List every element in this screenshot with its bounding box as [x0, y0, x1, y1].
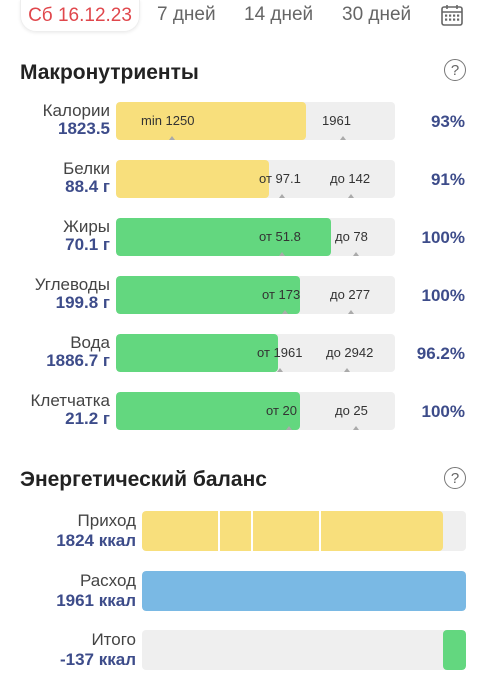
macro-min-tick — [279, 194, 285, 198]
energy-value: 1961 ккал — [56, 591, 136, 610]
calendar-icon[interactable] — [440, 3, 464, 27]
segment-divider — [251, 511, 253, 551]
macro-row: Белки 88.4 г от 97.1 до 142 91% — [0, 158, 481, 198]
macro-row: Жиры 70.1 г от 51.8 до 78 100% — [0, 216, 481, 256]
tab-30-days[interactable]: 30 дней — [342, 4, 412, 25]
energy-label: Расход — [79, 571, 136, 590]
energy-row: Расход 1961 ккал — [0, 569, 481, 613]
macro-max-tick — [353, 426, 359, 430]
macro-row: Калории 1823.5 min 1250 1961 93% — [0, 100, 481, 140]
macro-bar: от 173 до 277 — [116, 276, 395, 314]
macro-max-label: до 277 — [330, 287, 371, 302]
macro-row: Вода 1886.7 г от 1961 до 2942 96.2% — [0, 332, 481, 372]
energy-bar — [142, 630, 466, 670]
energy-bar — [142, 571, 466, 611]
macro-bar: от 51.8 до 78 — [116, 218, 395, 256]
macro-min-tick — [279, 252, 285, 256]
macro-bar-fill — [116, 276, 301, 314]
macro-min-tick — [282, 310, 288, 314]
macro-percent: 100% — [421, 402, 465, 421]
macro-bar: от 97.1 до 142 — [116, 160, 395, 198]
tab-date[interactable]: Сб 16.12.23 — [20, 0, 140, 32]
macro-max-tick — [348, 310, 354, 314]
macro-value: 1886.7 г — [46, 351, 110, 370]
energy-row: Итого -137 ккал — [0, 628, 481, 672]
macro-label: Углеводы — [34, 275, 110, 294]
macro-max-label: до 78 — [335, 229, 368, 244]
segment-divider — [319, 511, 321, 551]
tab-7-days[interactable]: 7 дней — [157, 4, 216, 25]
macro-max-label: до 2942 — [326, 345, 374, 360]
macro-min-label: от 20 — [266, 403, 297, 418]
macro-label: Белки — [63, 159, 110, 178]
macro-value: 1823.5 — [58, 119, 110, 138]
macros-title: Макронутриенты — [20, 61, 199, 84]
macro-max-label: 1961 — [322, 113, 351, 128]
macro-value: 88.4 г — [65, 177, 110, 196]
energy-value: -137 ккал — [59, 650, 136, 669]
macro-label: Калории — [42, 101, 110, 120]
macros-help-icon[interactable]: ? — [444, 59, 466, 81]
macro-value: 21.2 г — [65, 409, 110, 428]
macro-bar: от 20 до 25 — [116, 392, 395, 430]
macro-max-label: до 25 — [335, 403, 368, 418]
macro-min-tick — [277, 368, 283, 372]
period-tabs: Сб 16.12.23 7 дней 14 дней 30 дней — [0, 0, 481, 36]
macro-bar: min 1250 1961 — [116, 102, 395, 140]
macro-row: Клетчатка 21.2 г от 20 до 25 100% — [0, 390, 481, 430]
macro-min-label: от 1961 — [257, 345, 303, 360]
macro-label: Жиры — [63, 217, 110, 236]
segment-divider — [218, 511, 220, 551]
energy-bar-fill — [142, 571, 466, 611]
macro-min-label: от 97.1 — [259, 171, 301, 186]
macro-max-label: до 142 — [330, 171, 371, 186]
macro-bar-fill — [116, 160, 270, 198]
macro-max-tick — [344, 368, 350, 372]
macro-bar-fill — [116, 102, 306, 140]
energy-bar-fill — [443, 630, 466, 670]
energy-bar — [142, 511, 466, 551]
macro-min-label: от 51.8 — [259, 229, 301, 244]
macro-min-label: от 173 — [262, 287, 301, 302]
macro-label: Клетчатка — [30, 391, 111, 410]
macro-bar-fill — [116, 334, 278, 372]
macro-percent: 100% — [421, 286, 465, 305]
tab-14-days[interactable]: 14 дней — [244, 4, 314, 25]
macro-label: Вода — [70, 333, 110, 352]
energy-title: Энергетический баланс — [20, 468, 267, 491]
macro-value: 199.8 г — [55, 293, 110, 312]
energy-value: 1824 ккал — [56, 531, 136, 550]
energy-label: Итого — [91, 630, 136, 649]
macro-percent: 96.2% — [416, 344, 465, 363]
macro-bar-fill — [116, 218, 331, 256]
macro-percent: 100% — [421, 228, 465, 247]
energy-bar-fill — [142, 511, 444, 551]
macro-percent: 91% — [430, 170, 465, 189]
macro-min-label: min 1250 — [141, 113, 195, 128]
macro-max-tick — [353, 252, 359, 256]
energy-help-icon[interactable]: ? — [444, 467, 466, 489]
macro-value: 70.1 г — [65, 235, 110, 254]
macro-min-tick — [286, 426, 292, 430]
macro-bar-fill — [116, 392, 301, 430]
macro-min-tick — [169, 136, 175, 140]
macro-row: Углеводы 199.8 г от 173 до 277 100% — [0, 274, 481, 314]
macro-percent: 93% — [430, 112, 465, 131]
energy-label: Приход — [77, 511, 136, 530]
macro-max-tick — [348, 194, 354, 198]
energy-row: Приход 1824 ккал — [0, 509, 481, 553]
macro-bar: от 1961 до 2942 — [116, 334, 395, 372]
macro-max-tick — [340, 136, 346, 140]
